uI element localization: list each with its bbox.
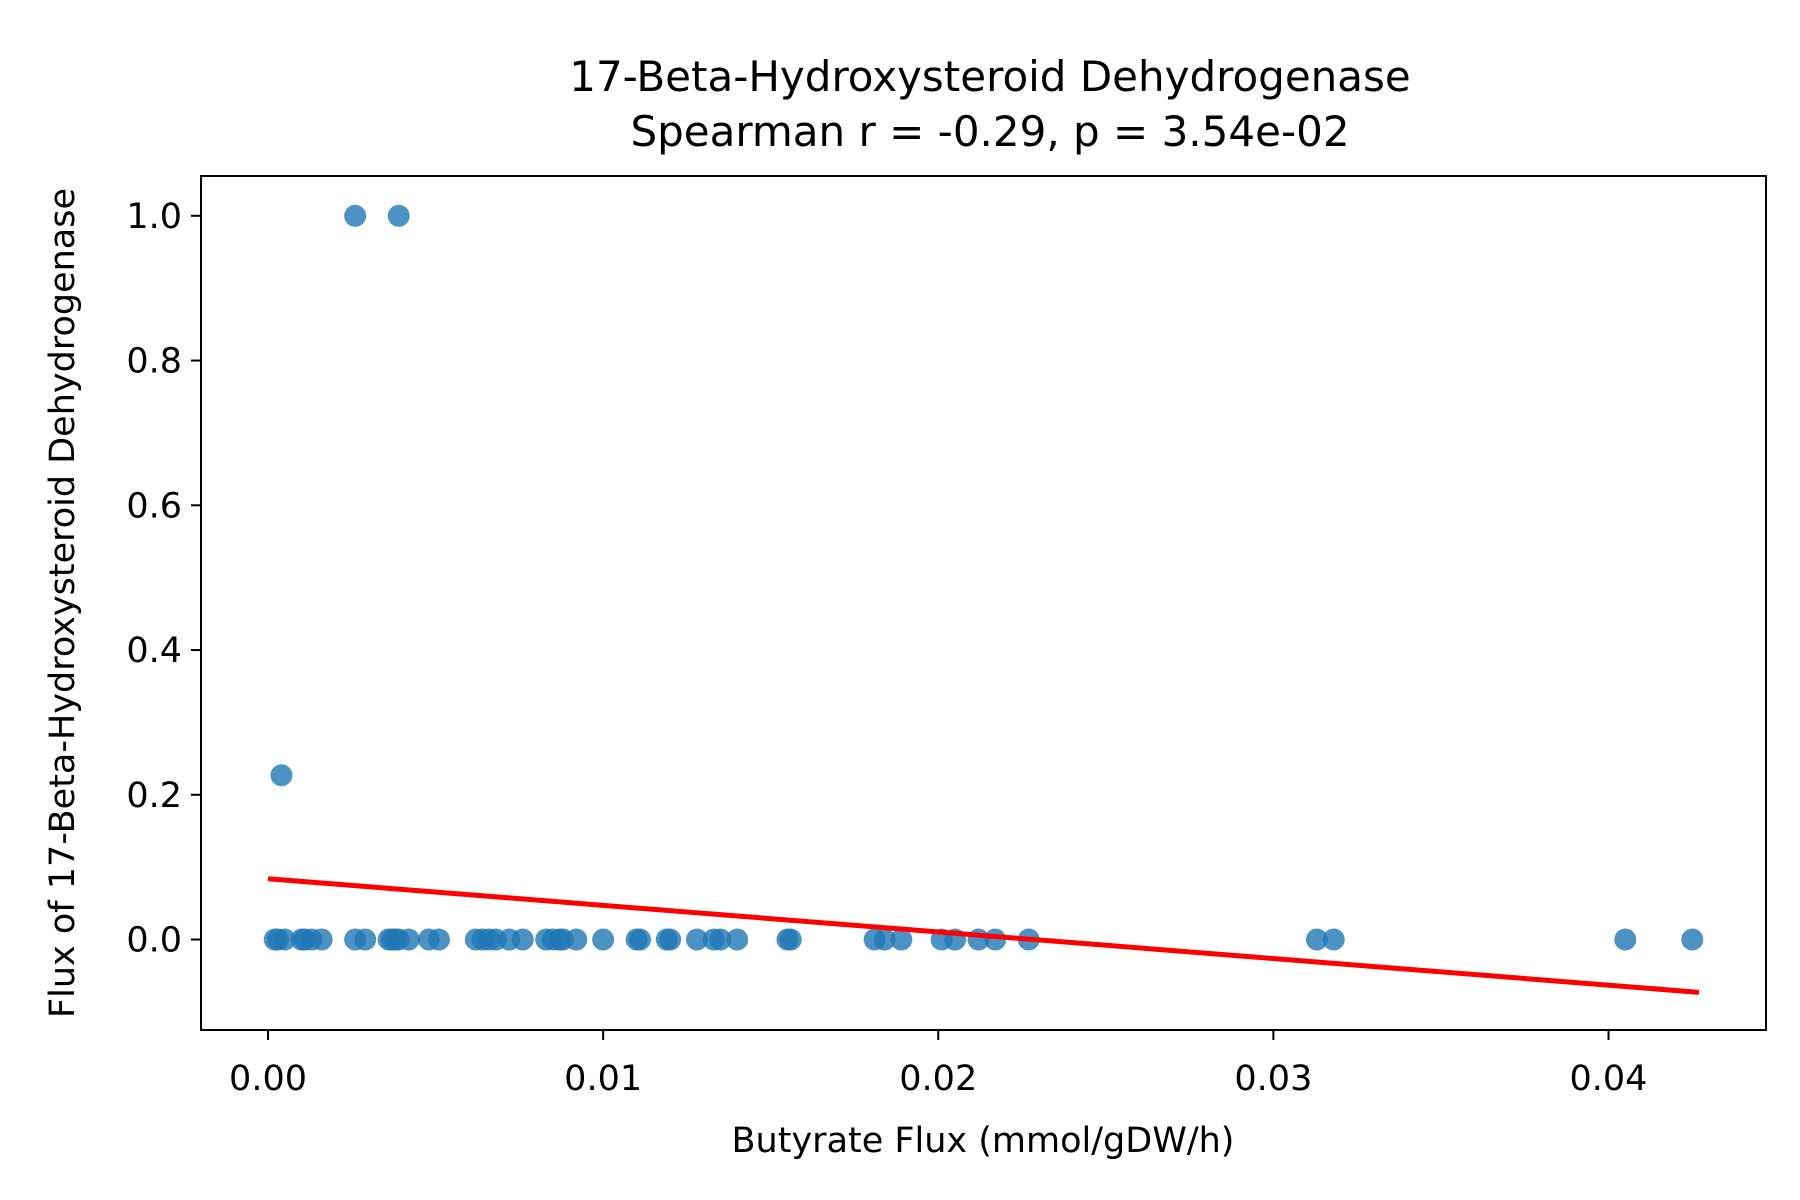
data-point [629, 928, 652, 951]
y-tick-label: 0.8 [126, 342, 182, 382]
y-tick-label: 0.4 [126, 631, 182, 671]
data-point [659, 928, 682, 951]
data-point [270, 764, 293, 787]
data-point [685, 928, 708, 951]
x-tick-label: 0.00 [229, 1059, 307, 1099]
y-axis-label: Flux of 17-Beta-Hydroxysteroid Dehydroge… [43, 188, 83, 1018]
y-tick-label: 0.2 [126, 776, 182, 816]
data-point [873, 928, 896, 951]
data-point [592, 928, 615, 951]
data-point [726, 928, 749, 951]
data-point [397, 928, 420, 951]
plot-area [263, 204, 1704, 995]
data-point [511, 928, 534, 951]
data-point [1305, 928, 1328, 951]
data-point [310, 928, 333, 951]
data-point [1681, 928, 1704, 951]
x-tick-label: 0.02 [899, 1059, 977, 1099]
data-point [344, 204, 367, 227]
y-tick-label: 0.0 [126, 921, 182, 961]
data-point [1614, 928, 1637, 951]
x-axis-label: Butyrate Flux (mmol/gDW/h) [732, 1121, 1235, 1161]
regression-line-layer [267, 876, 1700, 995]
chart-subtitle: Spearman r = -0.29, p = 3.54e-02 [630, 107, 1349, 156]
data-point [427, 928, 450, 951]
points-layer [263, 204, 1704, 951]
data-point [354, 928, 377, 951]
data-point [273, 928, 296, 951]
y-tick-label: 0.6 [126, 486, 182, 526]
y-axis-ticks: 0.0 0.2 0.4 0.6 0.8 1.0 [126, 197, 201, 961]
x-tick-label: 0.01 [564, 1059, 642, 1099]
x-tick-label: 0.03 [1234, 1059, 1312, 1099]
data-point [779, 928, 802, 951]
data-point [890, 928, 913, 951]
x-axis-ticks: 0.00 0.01 0.02 0.03 0.04 [229, 1030, 1647, 1099]
regression-line [267, 876, 1700, 995]
chart-title: 17-Beta-Hydroxysteroid Dehydrogenase [569, 52, 1411, 101]
data-point [709, 928, 732, 951]
data-point [565, 928, 588, 951]
data-point [387, 204, 410, 227]
data-point [1322, 928, 1345, 951]
y-tick-label: 1.0 [126, 197, 182, 237]
axes-frame [200, 175, 1767, 1031]
x-tick-label: 0.04 [1570, 1059, 1648, 1099]
